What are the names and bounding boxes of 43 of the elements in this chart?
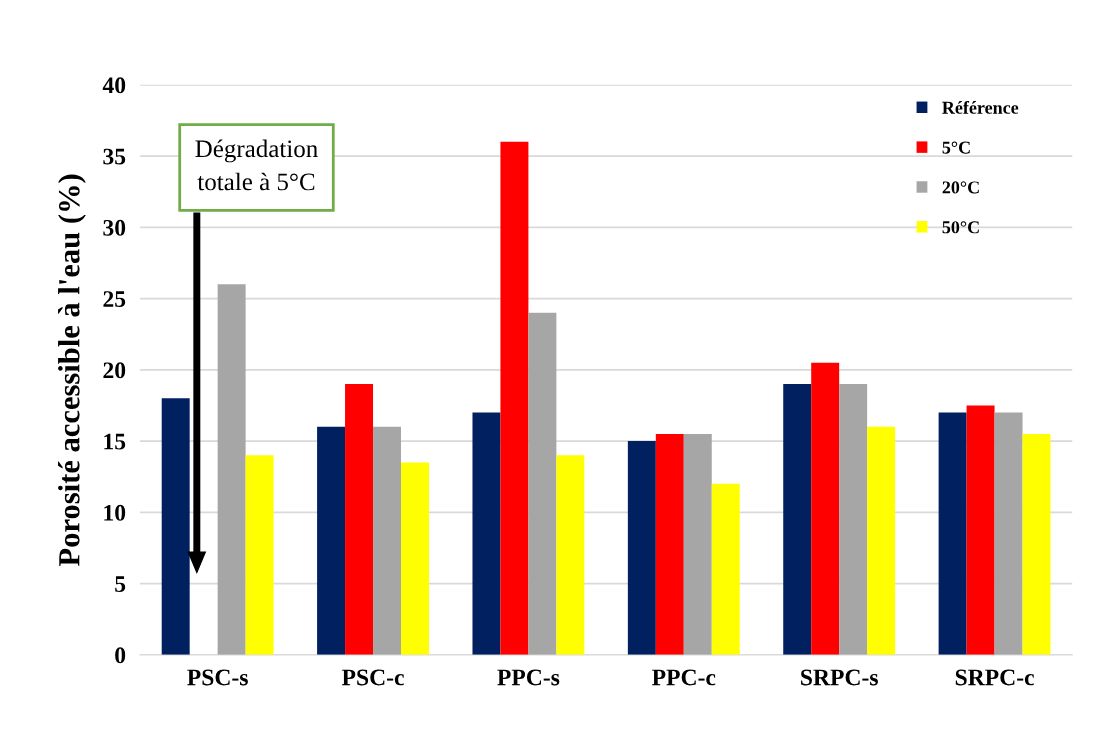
- y-tick-label: 40: [102, 77, 126, 94]
- x-tick-label: SRPC-c: [955, 669, 1034, 686]
- bar: [627, 441, 656, 655]
- x-tick-label: PSC-s: [187, 669, 248, 686]
- x-tick-label: SRPC-s: [801, 669, 878, 686]
- bar: [528, 312, 557, 655]
- bar: [217, 284, 246, 655]
- bar: [839, 384, 868, 655]
- x-tick-label: PSC-c: [341, 669, 404, 686]
- bar: [938, 412, 967, 655]
- bar: [994, 412, 1023, 655]
- y-tick-label: 15: [104, 433, 126, 450]
- legend-label: 20°C: [942, 181, 979, 194]
- y-axis-title: Porosité accessible à l'eau (%): [58, 174, 86, 566]
- y-tick-label: 30: [103, 219, 126, 236]
- bar: [401, 462, 429, 655]
- y-tick-label: 35: [103, 148, 126, 165]
- y-tick-label: 25: [103, 291, 126, 308]
- x-tick-label: PPC-s: [497, 669, 560, 686]
- bar: [245, 455, 274, 655]
- legend-label: 50°C: [942, 221, 979, 234]
- x-tick-label: PPC-c: [652, 669, 716, 686]
- bar: [867, 426, 896, 655]
- bar: [683, 433, 712, 655]
- annotation: Dégradation totale à 5°C: [195, 139, 318, 191]
- bar: [556, 455, 585, 655]
- bar: [711, 483, 740, 655]
- bar: [966, 405, 995, 655]
- y-tick-label: 20: [103, 362, 126, 379]
- bar: [317, 426, 346, 655]
- y-tick-label: 10: [104, 504, 126, 521]
- legend-label: Référence: [942, 100, 1019, 114]
- bar: [811, 362, 840, 655]
- y-tick-label: 5: [115, 576, 126, 593]
- bar: [500, 141, 529, 655]
- legend-label: 5°C: [942, 141, 970, 154]
- bar: [373, 426, 401, 655]
- bar: [783, 384, 812, 655]
- bar: [345, 384, 374, 655]
- bar: [1022, 433, 1051, 655]
- bar: [472, 412, 501, 655]
- bar: [655, 433, 684, 655]
- y-tick-label: 0: [115, 647, 126, 664]
